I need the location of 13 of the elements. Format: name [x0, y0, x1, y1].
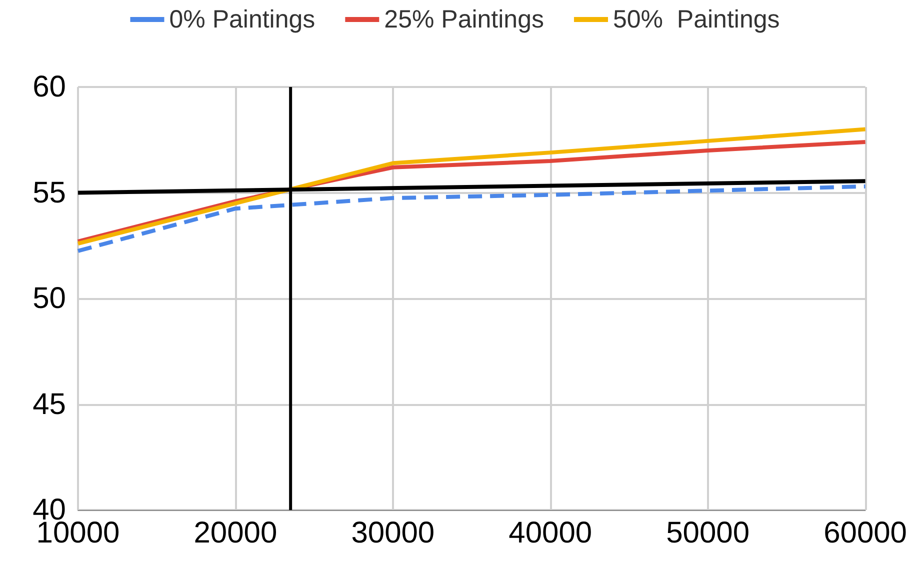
y-tick-label: 50 [32, 282, 66, 315]
legend-label: 50% Paintings [612, 6, 780, 34]
x-tick-label: 40000 [508, 516, 592, 550]
x-tick-label: 50000 [666, 516, 750, 550]
y-tick-label: 55 [32, 176, 66, 210]
legend-label: 25% Paintings [384, 6, 544, 34]
y-tick-label: 60 [32, 70, 66, 104]
x-tick-label: 30000 [351, 516, 435, 550]
line-series [76, 184, 868, 253]
y-tick-label: 45 [32, 388, 66, 421]
x-tick-label: 60000 [824, 516, 908, 550]
x-tick-label: 20000 [194, 516, 278, 550]
legend-label: 0% Paintings [169, 6, 316, 34]
